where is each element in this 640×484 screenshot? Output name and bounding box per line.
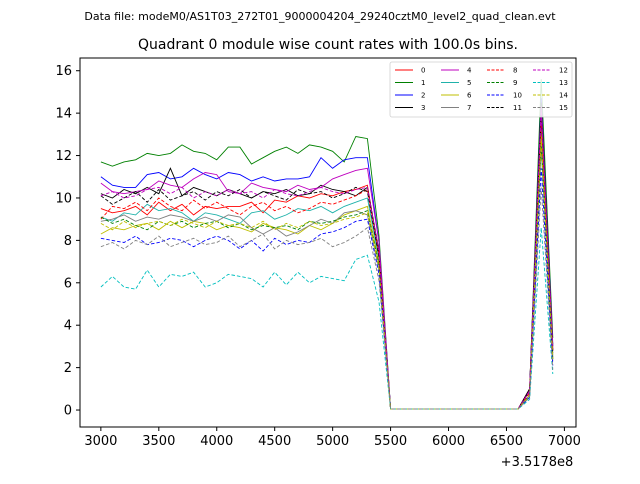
tick-labels: 3000 3500 4000 4500 5000 5500 6000 6500 7000 0 2 4 6…: [55, 64, 581, 449]
x-tick-label: 7000: [548, 434, 581, 449]
y-tick-label: 4: [64, 319, 72, 334]
legend-label-15: 15: [559, 104, 568, 112]
x-tick-label: 6000: [432, 434, 465, 449]
x-offset-label: +3.5178e8: [501, 455, 574, 470]
series-line-7: [100, 149, 554, 410]
series-line-4: [100, 106, 554, 410]
x-tick-label: 3000: [84, 434, 117, 449]
series-line-1: [100, 79, 554, 410]
legend-label-5: 5: [467, 79, 471, 87]
chart-suptitle: Data file: modeM0/AS1T03_272T01_90000042…: [84, 10, 556, 23]
series-lines: [100, 79, 554, 410]
legend-label-0: 0: [421, 67, 425, 75]
series-line-5: [100, 127, 554, 410]
legend-label-2: 2: [421, 92, 425, 100]
x-tick-label: 6500: [490, 434, 523, 449]
series-line-11: [100, 115, 554, 410]
x-tick-label: 3500: [142, 434, 175, 449]
y-tick-label: 10: [55, 191, 72, 206]
legend-box: [389, 61, 573, 118]
series-line-12: [100, 113, 554, 410]
plot-frame: [79, 57, 577, 428]
series-line-13: [100, 227, 554, 410]
legend-label-13: 13: [559, 79, 568, 87]
legend-label-4: 4: [467, 67, 472, 75]
series-line-6: [100, 134, 554, 410]
y-tick-label: 16: [55, 64, 72, 79]
series-line-8: [100, 121, 554, 410]
x-tick-label: 4000: [200, 434, 233, 449]
legend-label-3: 3: [421, 104, 425, 112]
x-tick-label: 4500: [258, 434, 291, 449]
y-tick-label: 6: [64, 276, 72, 291]
axes: [76, 57, 577, 431]
series-line-14: [100, 138, 554, 410]
series-line-9: [100, 142, 554, 410]
legend-label-14: 14: [559, 92, 568, 100]
y-tick-label: 14: [55, 107, 72, 122]
y-tick-label: 2: [64, 361, 72, 376]
series-line-15: [100, 187, 554, 410]
legend-label-9: 9: [513, 79, 517, 87]
series-line-2: [100, 98, 554, 410]
x-tick-label: 5500: [374, 434, 407, 449]
chart-title: Quadrant 0 module wise count rates with …: [138, 37, 518, 53]
x-tick-label: 5000: [316, 434, 349, 449]
y-tick-label: 12: [55, 149, 72, 164]
legend-label-12: 12: [559, 67, 568, 75]
legend-label-1: 1: [421, 79, 425, 87]
legend-label-10: 10: [513, 92, 522, 100]
y-tick-label: 0: [64, 404, 72, 419]
legend-label-11: 11: [513, 104, 522, 112]
series-line-3: [100, 102, 554, 410]
series-line-10: [100, 168, 554, 410]
legend-label-8: 8: [513, 67, 517, 75]
legend-label-7: 7: [467, 104, 471, 112]
legend-label-6: 6: [467, 92, 472, 100]
y-tick-label: 8: [64, 234, 72, 249]
